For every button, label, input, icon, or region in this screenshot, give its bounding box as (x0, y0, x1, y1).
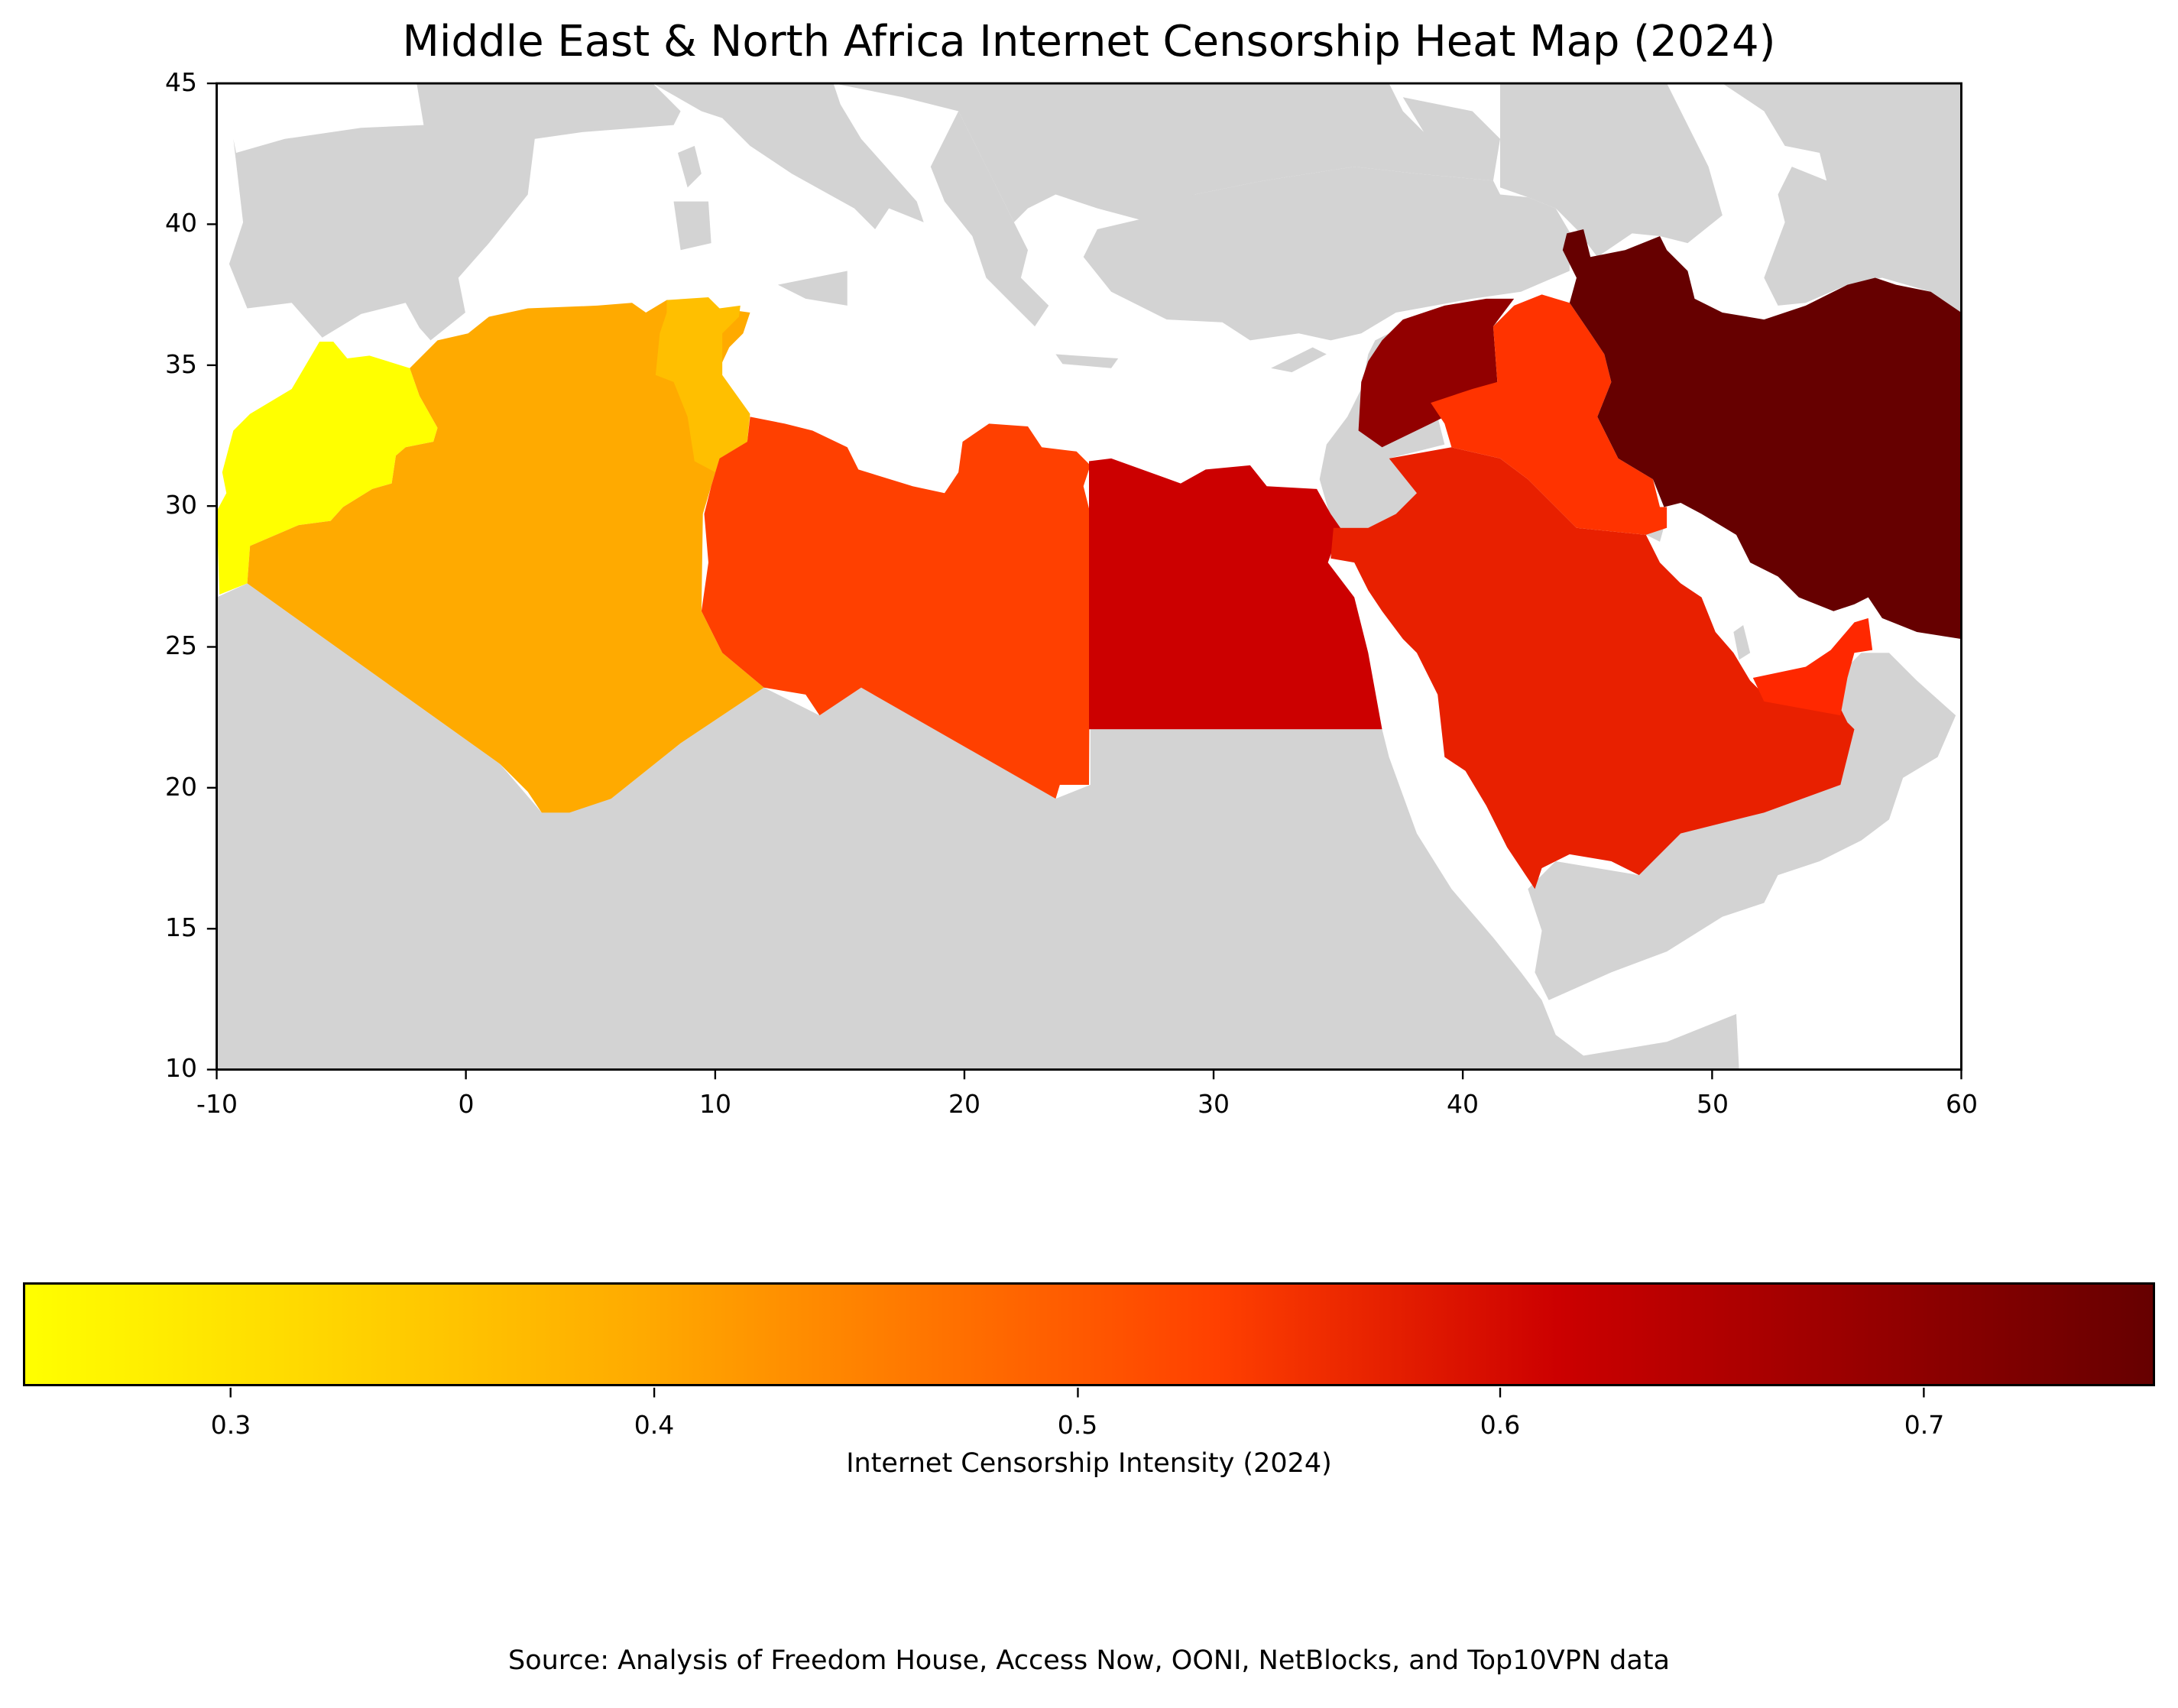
y-tick-label: 35 (165, 349, 197, 379)
source-note: Source: Analysis of Freedom House, Acces… (508, 1645, 1670, 1676)
y-tick-label: 10 (165, 1053, 197, 1083)
colorbar-label: Internet Censorship Intensity (2024) (846, 1448, 1332, 1479)
y-tick-label: 25 (165, 630, 197, 660)
colorbar-tick-label: 0.7 (1904, 1410, 1945, 1440)
land-no-data (216, 83, 1962, 1070)
x-tick-label: -10 (196, 1089, 238, 1119)
y-tick-label: 20 (165, 772, 197, 802)
country-morocco[interactable] (216, 342, 438, 595)
chart-title: Middle East & North Africa Internet Cens… (402, 17, 1776, 66)
x-tick-label: 10 (699, 1089, 731, 1119)
y-tick-label: 15 (165, 912, 197, 942)
country-iraq[interactable] (1431, 294, 1668, 535)
colorbar (23, 1282, 2155, 1386)
country-tunisia[interactable] (655, 297, 750, 473)
country-egypt[interactable] (1089, 458, 1382, 730)
country-uae[interactable] (1752, 617, 1873, 716)
colorbar-ticks (229, 1387, 1925, 1398)
country-saudi-arabia[interactable] (1330, 447, 1855, 890)
y-axis-ticks (206, 82, 217, 1071)
y-tick-label: 30 (165, 490, 197, 520)
colorbar-tick-label: 0.3 (210, 1410, 251, 1440)
y-tick-label: 45 (165, 67, 197, 97)
y-tick-label: 40 (165, 208, 197, 238)
country-syria[interactable] (1358, 298, 1515, 448)
x-tick-label: 20 (948, 1089, 980, 1119)
x-tick-label: 60 (1946, 1089, 1978, 1119)
colorbar-tick-label: 0.6 (1480, 1410, 1521, 1440)
x-axis-ticks (216, 1069, 1962, 1080)
country-iran[interactable] (1562, 228, 1962, 640)
x-tick-label: 50 (1697, 1089, 1729, 1119)
x-tick-label: 0 (458, 1089, 475, 1119)
colorbar-tick-label: 0.4 (634, 1410, 675, 1440)
country-libya[interactable] (701, 416, 1091, 799)
x-tick-label: 30 (1198, 1089, 1230, 1119)
colorbar-tick-label: 0.5 (1057, 1410, 1098, 1440)
x-tick-label: 40 (1447, 1089, 1479, 1119)
country-algeria[interactable] (247, 300, 764, 813)
plot-frame (216, 82, 1962, 1071)
